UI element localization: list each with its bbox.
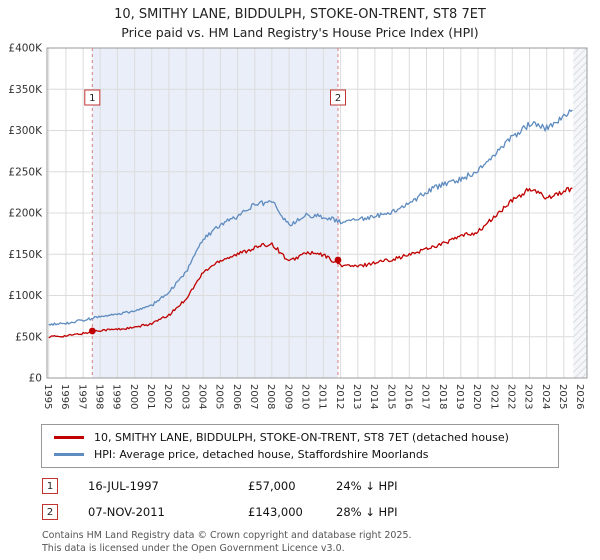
svg-text:2025: 2025 xyxy=(557,384,568,409)
svg-text:£50K: £50K xyxy=(15,331,43,343)
transaction-number-badge: 1 xyxy=(42,478,58,494)
legend-item-hpi: HPI: Average price, detached house, Staf… xyxy=(50,446,550,463)
footer-line-2: This data is licensed under the Open Gov… xyxy=(42,542,345,554)
svg-text:2009: 2009 xyxy=(282,384,293,409)
transaction-price: £57,000 xyxy=(248,479,296,493)
svg-text:2011: 2011 xyxy=(317,384,328,409)
footer-line-1: Contains HM Land Registry data © Crown c… xyxy=(42,530,412,541)
svg-text:2000: 2000 xyxy=(128,384,139,409)
svg-text:1999: 1999 xyxy=(111,384,122,409)
svg-text:2019: 2019 xyxy=(454,384,465,409)
chart-legend: 10, SMITHY LANE, BIDDULPH, STOKE-ON-TREN… xyxy=(41,424,559,468)
svg-text:2020: 2020 xyxy=(471,384,482,409)
property-line-swatch xyxy=(54,436,84,439)
svg-text:2015: 2015 xyxy=(385,384,396,409)
legend-item-property: 10, SMITHY LANE, BIDDULPH, STOKE-ON-TREN… xyxy=(50,429,550,446)
svg-text:2002: 2002 xyxy=(162,384,173,409)
svg-text:2026: 2026 xyxy=(574,384,585,409)
price-chart: 1 2 £0 £50K £100K £150K £200K £250K £300K £350K £4… xyxy=(8,43,588,409)
svg-text:£250K: £250K xyxy=(8,166,43,178)
svg-text:2022: 2022 xyxy=(506,384,517,409)
svg-text:2017: 2017 xyxy=(420,384,431,409)
svg-text:2021: 2021 xyxy=(488,384,499,409)
svg-text:2006: 2006 xyxy=(231,384,242,409)
svg-text:£0: £0 xyxy=(29,373,42,385)
transaction-hpi-delta: 24% ↓ HPI xyxy=(336,479,398,493)
svg-text:£150K: £150K xyxy=(8,249,43,261)
svg-text:2007: 2007 xyxy=(248,384,259,409)
page-title: 10, SMITHY LANE, BIDDULPH, STOKE-ON-TREN… xyxy=(114,7,486,22)
svg-text:2003: 2003 xyxy=(179,384,190,409)
svg-text:1: 1 xyxy=(89,93,95,104)
svg-text:2014: 2014 xyxy=(368,384,379,409)
svg-text:2: 2 xyxy=(335,93,341,104)
transactions-list: 1 16-JUL-1997 £57,000 24% ↓ HPI 2 07-NOV… xyxy=(42,478,600,520)
svg-text:1997: 1997 xyxy=(76,384,87,409)
svg-text:2013: 2013 xyxy=(351,384,362,409)
svg-text:2016: 2016 xyxy=(403,384,414,409)
transaction-hpi-delta: 28% ↓ HPI xyxy=(336,505,398,519)
transaction-date: 16-JUL-1997 xyxy=(88,479,159,493)
svg-text:£350K: £350K xyxy=(8,84,43,96)
transaction-number-badge: 2 xyxy=(42,504,58,520)
legend-item-label: HPI: Average price, detached house, Staf… xyxy=(94,448,429,461)
svg-text:1996: 1996 xyxy=(59,384,70,409)
chart-subtitle: Price paid vs. HM Land Registry's House … xyxy=(121,25,479,40)
svg-text:2024: 2024 xyxy=(540,384,551,409)
svg-text:2008: 2008 xyxy=(265,384,276,409)
svg-text:2010: 2010 xyxy=(300,384,311,409)
transaction-date: 07-NOV-2011 xyxy=(88,505,165,519)
transaction-price: £143,000 xyxy=(248,505,303,519)
svg-text:2005: 2005 xyxy=(214,384,225,409)
svg-text:1998: 1998 xyxy=(93,384,104,409)
transaction-row: 1 16-JUL-1997 £57,000 24% ↓ HPI xyxy=(42,478,600,494)
legend-item-label: 10, SMITHY LANE, BIDDULPH, STOKE-ON-TREN… xyxy=(94,431,509,444)
svg-text:£300K: £300K xyxy=(8,125,43,137)
license-footer: Contains HM Land Registry data © Crown c… xyxy=(42,530,600,556)
svg-text:£100K: £100K xyxy=(8,290,43,302)
svg-text:2004: 2004 xyxy=(196,384,207,409)
svg-text:£200K: £200K xyxy=(8,208,43,220)
svg-text:1995: 1995 xyxy=(42,384,53,409)
transaction-row: 2 07-NOV-2011 £143,000 28% ↓ HPI xyxy=(42,504,600,520)
svg-text:2018: 2018 xyxy=(437,384,448,409)
svg-text:2012: 2012 xyxy=(334,384,345,409)
svg-text:2023: 2023 xyxy=(523,384,534,409)
hpi-line-swatch xyxy=(54,453,84,456)
svg-text:2001: 2001 xyxy=(145,384,156,409)
svg-text:£400K: £400K xyxy=(8,43,43,55)
